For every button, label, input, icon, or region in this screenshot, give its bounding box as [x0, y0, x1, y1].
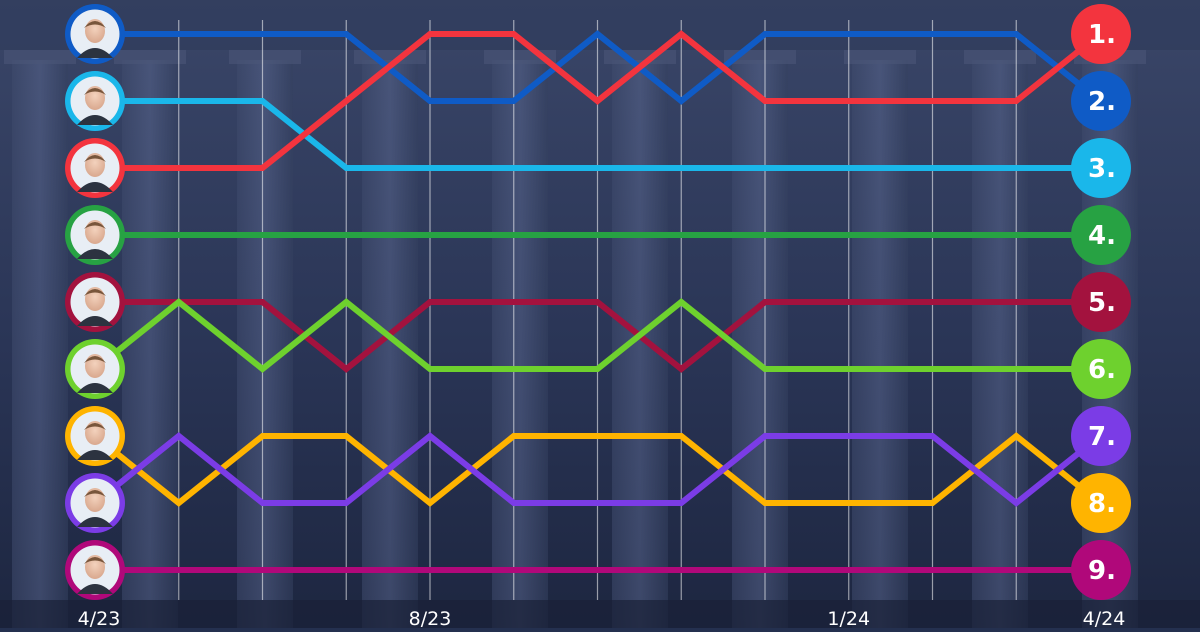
rank-badge-7: 7.	[1071, 406, 1131, 466]
rank-label-9: 9.	[1088, 556, 1116, 586]
rank-label-1: 1.	[1088, 20, 1116, 50]
person-9-portrait	[65, 540, 125, 600]
rank-label-6: 6.	[1088, 355, 1116, 385]
rank-badge-6: 6.	[1071, 339, 1131, 399]
x-tick-8-23: 8/23	[409, 608, 452, 628]
x-tick-4-23: 4/23	[78, 608, 121, 628]
person-1-portrait	[65, 4, 125, 64]
rank-label-7: 7.	[1088, 422, 1116, 452]
person-2-portrait	[65, 71, 125, 131]
rank-badge-4: 4.	[1071, 205, 1131, 265]
person-6-portrait	[65, 339, 125, 399]
person-4-portrait	[65, 205, 125, 265]
rank-label-5: 5.	[1088, 288, 1116, 318]
rank-badge-8: 8.	[1071, 473, 1131, 533]
x-tick-1-24: 1/24	[827, 608, 870, 628]
rank-label-3: 3.	[1088, 154, 1116, 184]
rank-badge-5: 5.	[1071, 272, 1131, 332]
rank-badge-1: 1.	[1071, 4, 1131, 64]
portraits	[65, 4, 125, 600]
rank-badge-3: 3.	[1071, 138, 1131, 198]
rank-badge-2: 2.	[1071, 71, 1131, 131]
rank-badge-9: 9.	[1071, 540, 1131, 600]
x-tick-4-24: 4/24	[1083, 608, 1126, 628]
rank-label-4: 4.	[1088, 221, 1116, 251]
rank-label-8: 8.	[1088, 489, 1116, 519]
person-7-portrait	[65, 406, 125, 466]
end-rank-badges: 1. 2. 3. 4. 5. 6. 7. 8. 9.	[1071, 4, 1131, 600]
person-5-portrait	[65, 272, 125, 332]
person-8-portrait	[65, 473, 125, 533]
rank-label-2: 2.	[1088, 87, 1116, 117]
person-3-portrait	[65, 138, 125, 198]
